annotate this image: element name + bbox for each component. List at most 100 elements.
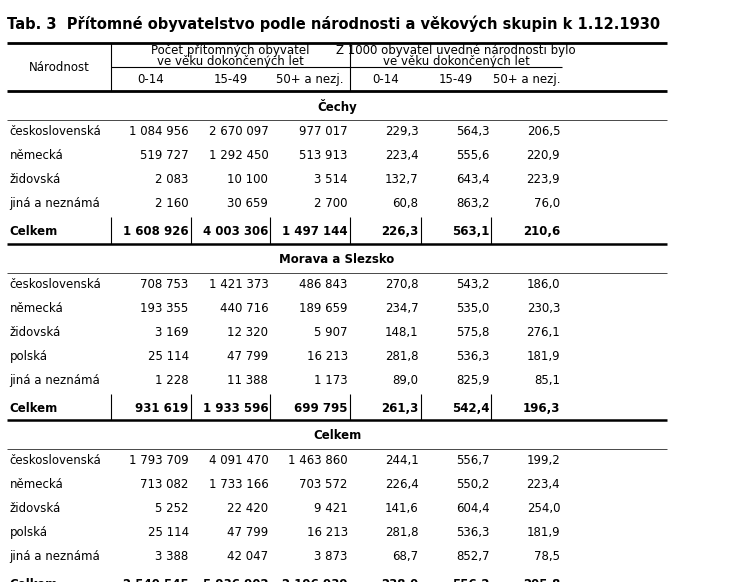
Text: 210,6: 210,6 <box>523 225 560 238</box>
Text: 223,9: 223,9 <box>526 173 560 186</box>
Text: Počet přítomných obyvatel: Počet přítomných obyvatel <box>151 44 309 57</box>
Text: 30 659: 30 659 <box>228 197 268 210</box>
Text: 11 388: 11 388 <box>228 374 268 386</box>
Text: Tab. 3  Přítomné obyvatelstvo podle národnosti a věkových skupin k 1.12.1930: Tab. 3 Přítomné obyvatelstvo podle národ… <box>7 15 660 32</box>
Text: Celkem: Celkem <box>10 402 58 414</box>
Text: 3 169: 3 169 <box>155 326 189 339</box>
Text: německá: německá <box>10 478 63 491</box>
Text: 16 213: 16 213 <box>306 350 348 363</box>
Text: jiná a neznámá: jiná a neznámá <box>10 374 100 386</box>
Text: 276,1: 276,1 <box>526 326 560 339</box>
Text: 226,3: 226,3 <box>382 225 418 238</box>
Text: 1 421 373: 1 421 373 <box>209 278 268 291</box>
Text: 244,1: 244,1 <box>385 455 418 467</box>
Text: československá: československá <box>10 455 101 467</box>
Text: 0-14: 0-14 <box>372 73 399 86</box>
Text: 85,1: 85,1 <box>534 374 560 386</box>
Text: 1 173: 1 173 <box>314 374 348 386</box>
Text: židovská: židovská <box>10 173 61 186</box>
Text: židovská: židovská <box>10 502 61 515</box>
Text: Celkem: Celkem <box>313 430 361 442</box>
Text: 5 936 902: 5 936 902 <box>203 578 268 582</box>
Text: 230,3: 230,3 <box>526 302 560 315</box>
Text: 535,0: 535,0 <box>456 302 490 315</box>
Text: 60,8: 60,8 <box>393 197 418 210</box>
Text: německá: německá <box>10 302 63 315</box>
Text: 1 933 596: 1 933 596 <box>203 402 268 414</box>
Text: 148,1: 148,1 <box>385 326 418 339</box>
Text: československá: československá <box>10 278 101 291</box>
Text: 563,1: 563,1 <box>452 225 490 238</box>
Text: 50+ a nezj.: 50+ a nezj. <box>276 73 344 86</box>
Text: 50+ a nezj.: 50+ a nezj. <box>493 73 560 86</box>
Text: 575,8: 575,8 <box>456 326 490 339</box>
Text: 708 753: 708 753 <box>140 278 189 291</box>
Text: 536,3: 536,3 <box>456 526 490 539</box>
Text: Morava a Slezsko: Morava a Slezsko <box>279 253 395 266</box>
Text: 556,7: 556,7 <box>456 455 490 467</box>
Text: 1 733 166: 1 733 166 <box>209 478 268 491</box>
Text: Čechy: Čechy <box>317 100 357 114</box>
Text: 206,5: 206,5 <box>526 126 560 139</box>
Text: 4 091 470: 4 091 470 <box>209 455 268 467</box>
Text: 189 659: 189 659 <box>300 302 348 315</box>
Text: 825,9: 825,9 <box>456 374 490 386</box>
Text: 186,0: 186,0 <box>526 278 560 291</box>
Text: 542,4: 542,4 <box>452 402 490 414</box>
Text: polská: polská <box>10 350 47 363</box>
Text: 15-49: 15-49 <box>439 73 473 86</box>
Text: 254,0: 254,0 <box>526 502 560 515</box>
Text: 555,6: 555,6 <box>456 150 490 162</box>
Text: 699 795: 699 795 <box>294 402 348 414</box>
Text: 42 047: 42 047 <box>227 550 268 563</box>
Text: 270,8: 270,8 <box>385 278 418 291</box>
Text: 181,9: 181,9 <box>526 350 560 363</box>
Text: německá: německá <box>10 150 63 162</box>
Text: 89,0: 89,0 <box>393 374 418 386</box>
Text: 550,2: 550,2 <box>456 478 490 491</box>
Text: 643,4: 643,4 <box>456 173 490 186</box>
Text: 238,0: 238,0 <box>382 578 418 582</box>
Text: československá: československá <box>10 126 101 139</box>
Text: 863,2: 863,2 <box>456 197 490 210</box>
Text: 193 355: 193 355 <box>140 302 189 315</box>
Text: 205,8: 205,8 <box>523 578 560 582</box>
Text: židovská: židovská <box>10 326 61 339</box>
Text: 196,3: 196,3 <box>523 402 560 414</box>
Text: 229,3: 229,3 <box>385 126 418 139</box>
Text: 181,9: 181,9 <box>526 526 560 539</box>
Text: 440 716: 440 716 <box>219 302 268 315</box>
Text: 713 082: 713 082 <box>140 478 189 491</box>
Text: 78,5: 78,5 <box>534 550 560 563</box>
Text: 5 252: 5 252 <box>155 502 189 515</box>
Text: 519 727: 519 727 <box>140 150 189 162</box>
Text: 281,8: 281,8 <box>385 526 418 539</box>
Text: 2 670 097: 2 670 097 <box>209 126 268 139</box>
Text: 223,4: 223,4 <box>385 150 418 162</box>
Text: 513 913: 513 913 <box>300 150 348 162</box>
Text: 564,3: 564,3 <box>456 126 490 139</box>
Text: 852,7: 852,7 <box>456 550 490 563</box>
Text: 261,3: 261,3 <box>382 402 418 414</box>
Text: 1 497 144: 1 497 144 <box>282 225 348 238</box>
Text: ve věku dokončených let: ve věku dokončených let <box>157 55 304 68</box>
Text: Z 1000 obyvatel uvedné národnosti bylo: Z 1000 obyvatel uvedné národnosti bylo <box>336 44 576 57</box>
Text: 556,2: 556,2 <box>452 578 490 582</box>
Text: 1 228: 1 228 <box>155 374 189 386</box>
Text: jiná a neznámá: jiná a neznámá <box>10 550 100 563</box>
Text: 2 160: 2 160 <box>155 197 189 210</box>
Text: 141,6: 141,6 <box>385 502 418 515</box>
Text: 3 873: 3 873 <box>315 550 348 563</box>
Text: 543,2: 543,2 <box>456 278 490 291</box>
Text: 3 514: 3 514 <box>315 173 348 186</box>
Text: 281,8: 281,8 <box>385 350 418 363</box>
Text: 2 540 545: 2 540 545 <box>123 578 189 582</box>
Text: 220,9: 220,9 <box>526 150 560 162</box>
Text: ve věku dokončených let: ve věku dokončených let <box>382 55 529 68</box>
Text: 1 793 709: 1 793 709 <box>129 455 189 467</box>
Text: 604,4: 604,4 <box>456 502 490 515</box>
Text: 1 463 860: 1 463 860 <box>288 455 348 467</box>
Text: 9 421: 9 421 <box>314 502 348 515</box>
Text: 1 292 450: 1 292 450 <box>209 150 268 162</box>
Text: 536,3: 536,3 <box>456 350 490 363</box>
